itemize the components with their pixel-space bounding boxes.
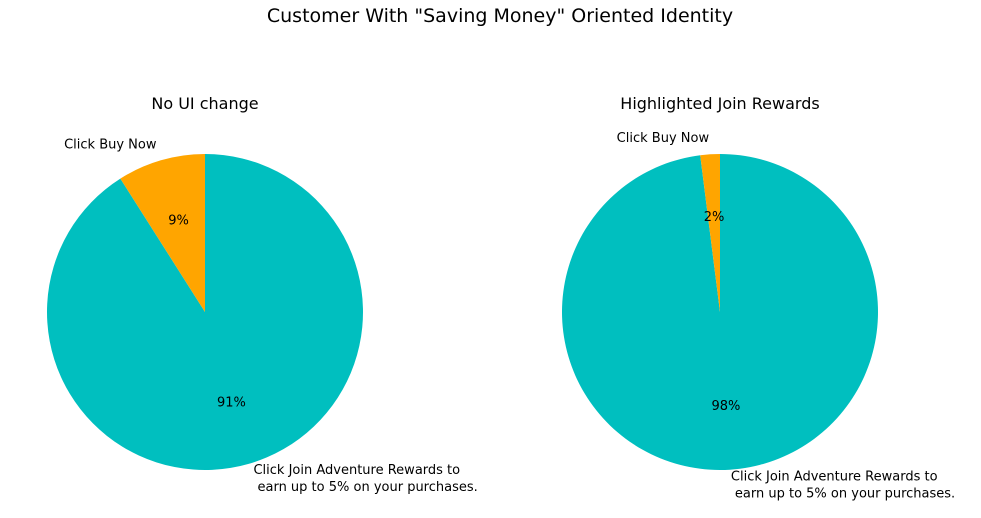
pie-chart-no-ui-change: No UI change 9% Click Buy Now 91% Click Joi…	[47, 94, 478, 495]
pie-percent-label: 98%	[711, 399, 740, 414]
pie-chart-highlighted-join-rewards: Highlighted Join Rewards 2% Click Buy Now…	[562, 94, 955, 501]
pie-percent-label: 9%	[168, 213, 189, 228]
pie-category-label-line: Click Join Adventure Rewards to	[731, 469, 938, 484]
pie-category-label: Click Join Adventure Rewards to earn up t…	[253, 463, 477, 495]
pie-category-label: Click Buy Now	[64, 138, 157, 153]
pie-category-label-line: earn up to 5% on your purchases.	[257, 480, 477, 495]
pie-category-label-line: Click Join Adventure Rewards to	[253, 463, 460, 478]
pie-category-label: Click Buy Now	[617, 131, 710, 146]
pie-slice	[700, 154, 720, 312]
pie-title: Highlighted Join Rewards	[620, 94, 819, 113]
pie-title: No UI change	[151, 94, 258, 113]
figure-title: Customer With "Saving Money" Oriented Id…	[267, 5, 733, 27]
pie-percent-label: 2%	[704, 210, 725, 225]
pie-category-label: Click Join Adventure Rewards to earn up t…	[731, 469, 955, 501]
pie-category-label-line: Click Buy Now	[617, 131, 710, 146]
pie-category-label-line: earn up to 5% on your purchases.	[735, 486, 955, 501]
pie-percent-label: 91%	[217, 396, 246, 411]
pie-slice	[120, 154, 205, 312]
pie-slice	[562, 154, 878, 471]
pie-category-label-line: Click Buy Now	[64, 138, 157, 153]
